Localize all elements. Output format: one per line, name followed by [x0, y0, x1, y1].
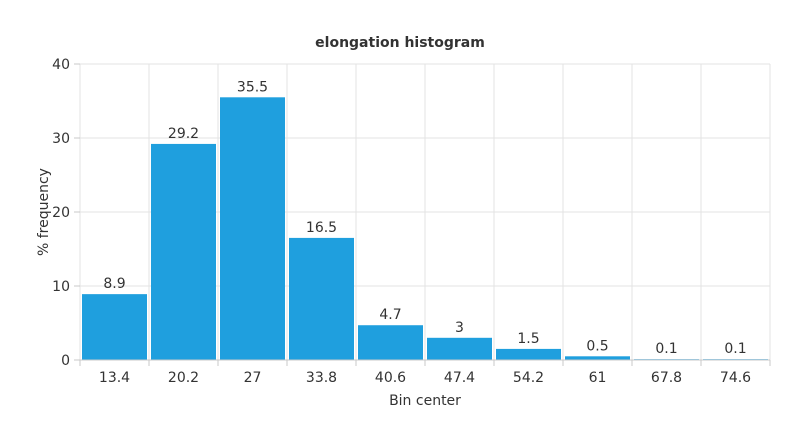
x-tick-label: 54.2 — [513, 370, 544, 386]
y-axis-label: % frequency — [36, 168, 52, 256]
x-axis-label: Bin center — [389, 393, 461, 409]
bar — [151, 143, 216, 360]
bar-value-label: 1.5 — [517, 331, 539, 347]
y-tick-label: 0 — [61, 353, 70, 369]
chart-title: elongation histogram — [315, 35, 485, 51]
y-tick-label: 20 — [52, 205, 70, 221]
bar-value-label: 16.5 — [306, 220, 337, 236]
y-axis-ticks: 0 10 20 30 40 — [52, 57, 80, 369]
data-labels: 8.9 29.2 35.5 16.5 4.7 3 1.5 0.5 0.1 0.1 — [103, 79, 746, 357]
bar-value-label: 8.9 — [103, 276, 125, 292]
x-tick-label: 74.6 — [720, 370, 751, 386]
x-tick-label: 47.4 — [444, 370, 475, 386]
bar — [82, 294, 147, 360]
bar — [358, 325, 423, 360]
bar-value-label: 35.5 — [237, 79, 268, 95]
x-axis-ticks: 13.4 20.2 27 33.8 40.6 47.4 54.2 61 67.8 74.6 — [79, 360, 771, 386]
y-tick-label: 30 — [52, 131, 70, 147]
x-tick-label: 33.8 — [306, 370, 337, 386]
bar — [220, 97, 285, 361]
bar-value-label: 3 — [455, 320, 464, 336]
x-tick-label: 61 — [589, 370, 607, 386]
x-tick-label: 67.8 — [651, 370, 682, 386]
bar — [289, 237, 354, 360]
y-tick-label: 40 — [52, 57, 70, 73]
bar-value-label: 0.1 — [655, 341, 677, 357]
bar-value-label: 0.1 — [724, 341, 746, 357]
bars — [82, 97, 768, 361]
bar — [496, 348, 561, 360]
bar — [427, 337, 492, 360]
x-tick-label: 13.4 — [99, 370, 130, 386]
bar-value-label: 29.2 — [168, 126, 199, 142]
x-tick-label: 40.6 — [375, 370, 406, 386]
x-tick-label: 20.2 — [168, 370, 199, 386]
bar-value-label: 0.5 — [586, 338, 608, 354]
y-tick-label: 10 — [52, 279, 70, 295]
bar-value-label: 4.7 — [379, 307, 401, 323]
x-tick-label: 27 — [244, 370, 262, 386]
bar — [565, 356, 630, 360]
